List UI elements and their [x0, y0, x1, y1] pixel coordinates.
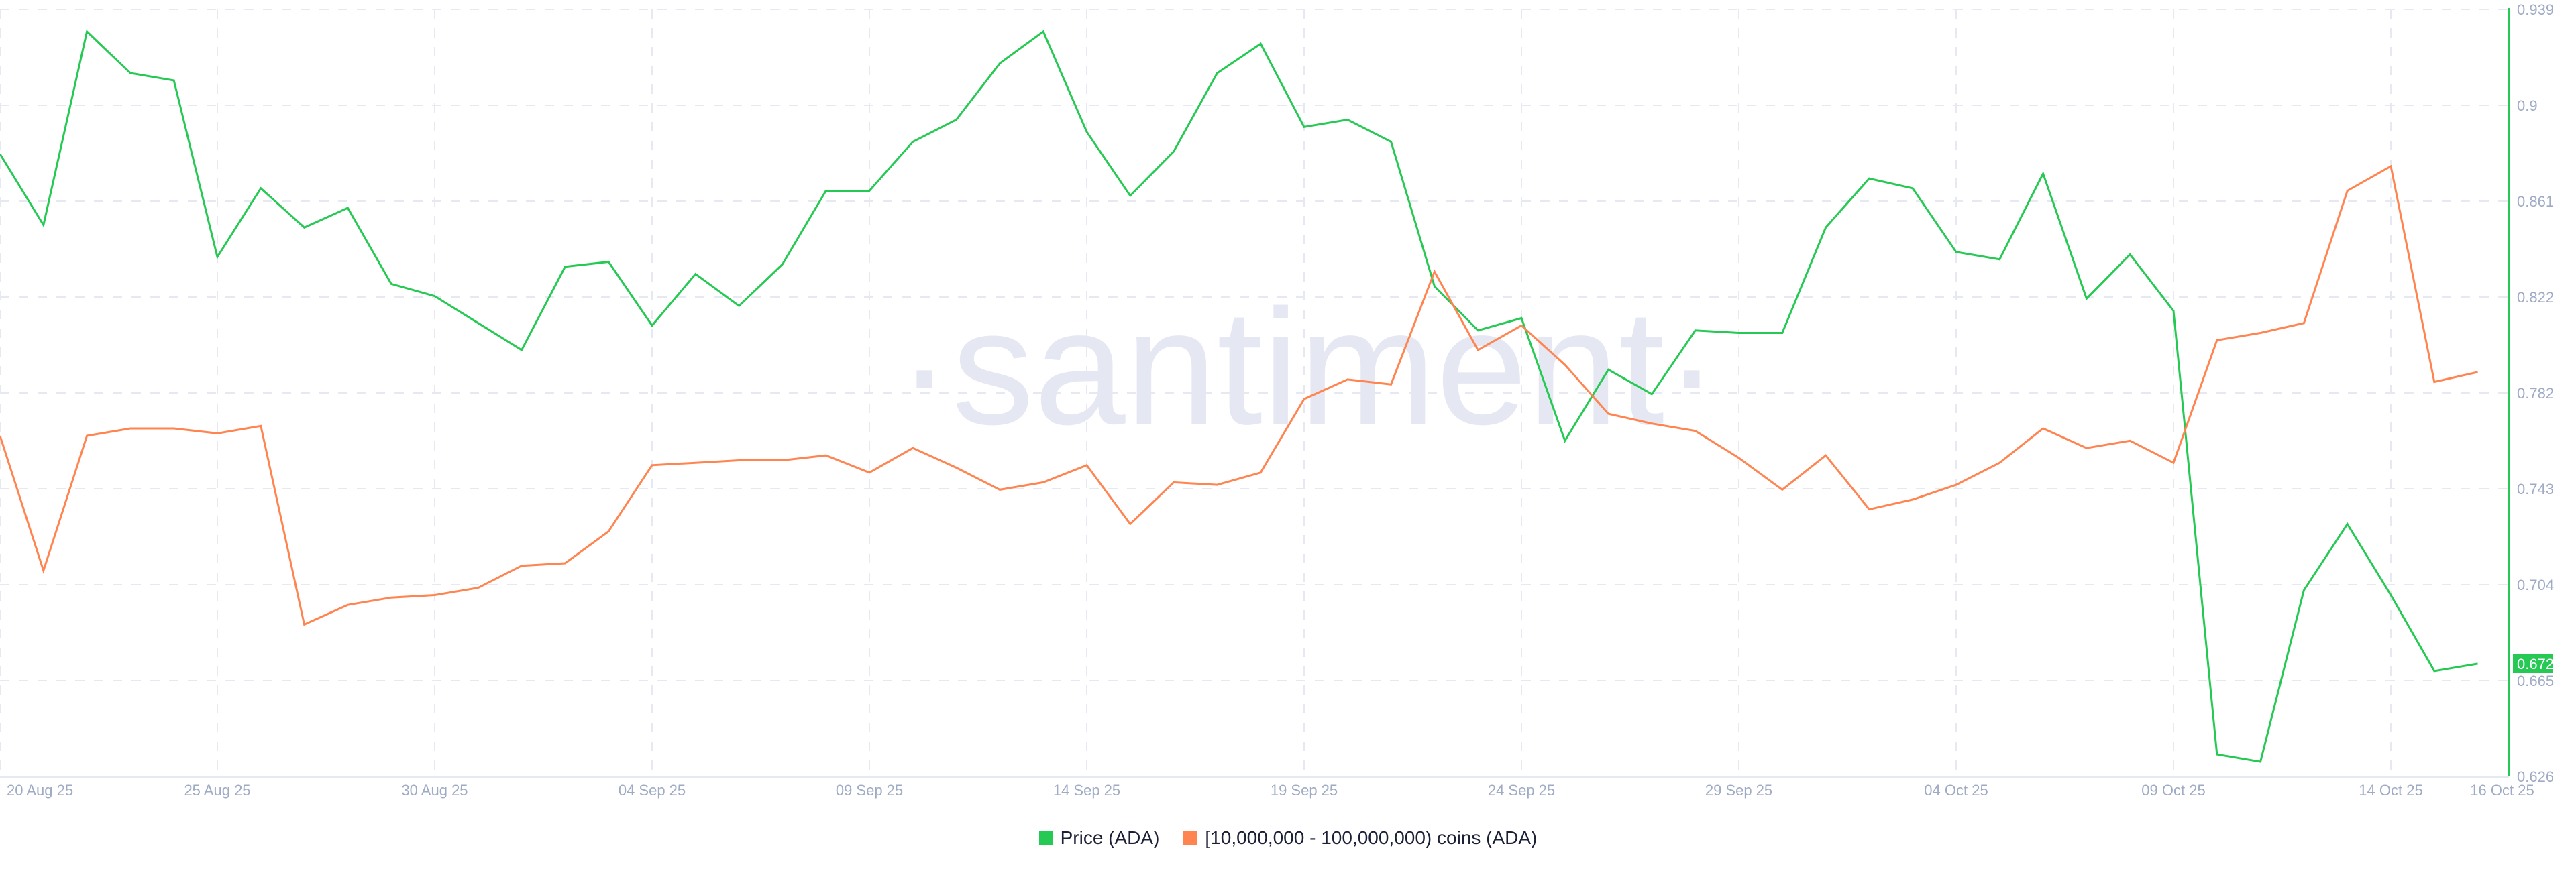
- x-tick-label: 24 Sep 25: [1488, 782, 1555, 799]
- x-tick-label: 04 Sep 25: [619, 782, 686, 799]
- y-tick-label: 0.704: [2517, 577, 2554, 593]
- x-tick-label: 30 Aug 25: [401, 782, 468, 799]
- legend-label-price: Price (ADA): [1060, 827, 1160, 848]
- y-tick-label: 0.861: [2517, 193, 2554, 210]
- y-tick-label: 0.743: [2517, 481, 2554, 498]
- current-price-value: 0.672: [2517, 656, 2554, 673]
- y-tick-label: 0.822: [2517, 289, 2554, 306]
- whale-coins-swatch-icon: [1183, 831, 1197, 845]
- legend-item-whale-coins[interactable]: [10,000,000 - 100,000,000) coins (ADA): [1183, 827, 1537, 849]
- x-tick-label: 04 Oct 25: [1924, 782, 1988, 799]
- x-tick-label: 09 Oct 25: [2141, 782, 2205, 799]
- axes: 0.9390.90.8610.8220.7820.7430.7040.6650.…: [0, 1, 2554, 799]
- series-lines: [0, 29, 2478, 763]
- price-swatch-icon: [1038, 831, 1053, 845]
- x-tick-label: 09 Sep 25: [836, 782, 903, 799]
- x-tick-label: 29 Sep 25: [1705, 782, 1772, 799]
- legend-label-whale-coins: [10,000,000 - 100,000,000) coins (ADA): [1205, 827, 1538, 848]
- santiment-watermark: ·santiment·: [897, 275, 1719, 459]
- whale-coins-line[interactable]: [0, 164, 2478, 626]
- current-price-badge: [2513, 654, 2553, 673]
- y-tick-label: 0.626: [2517, 768, 2554, 785]
- gridlines: [0, 9, 2509, 776]
- x-tick-label: 20 Aug 25: [7, 782, 73, 799]
- legend-item-price[interactable]: Price (ADA): [1038, 827, 1160, 849]
- x-tick-label: 19 Sep 25: [1271, 782, 1338, 799]
- x-tick-label: 25 Aug 25: [184, 782, 250, 799]
- y-tick-label: 0.939: [2517, 1, 2554, 18]
- y-tick-label: 0.9: [2517, 97, 2538, 114]
- y-tick-label: 0.665: [2517, 673, 2554, 689]
- x-tick-label: 14 Sep 25: [1053, 782, 1120, 799]
- x-tick-label: 16 Oct 25: [2470, 782, 2534, 799]
- x-tick-label: 14 Oct 25: [2359, 782, 2422, 799]
- chart-legend: Price (ADA) [10,000,000 - 100,000,000) c…: [0, 825, 2576, 852]
- price-line[interactable]: [0, 29, 2478, 763]
- y-tick-label: 0.782: [2517, 385, 2554, 402]
